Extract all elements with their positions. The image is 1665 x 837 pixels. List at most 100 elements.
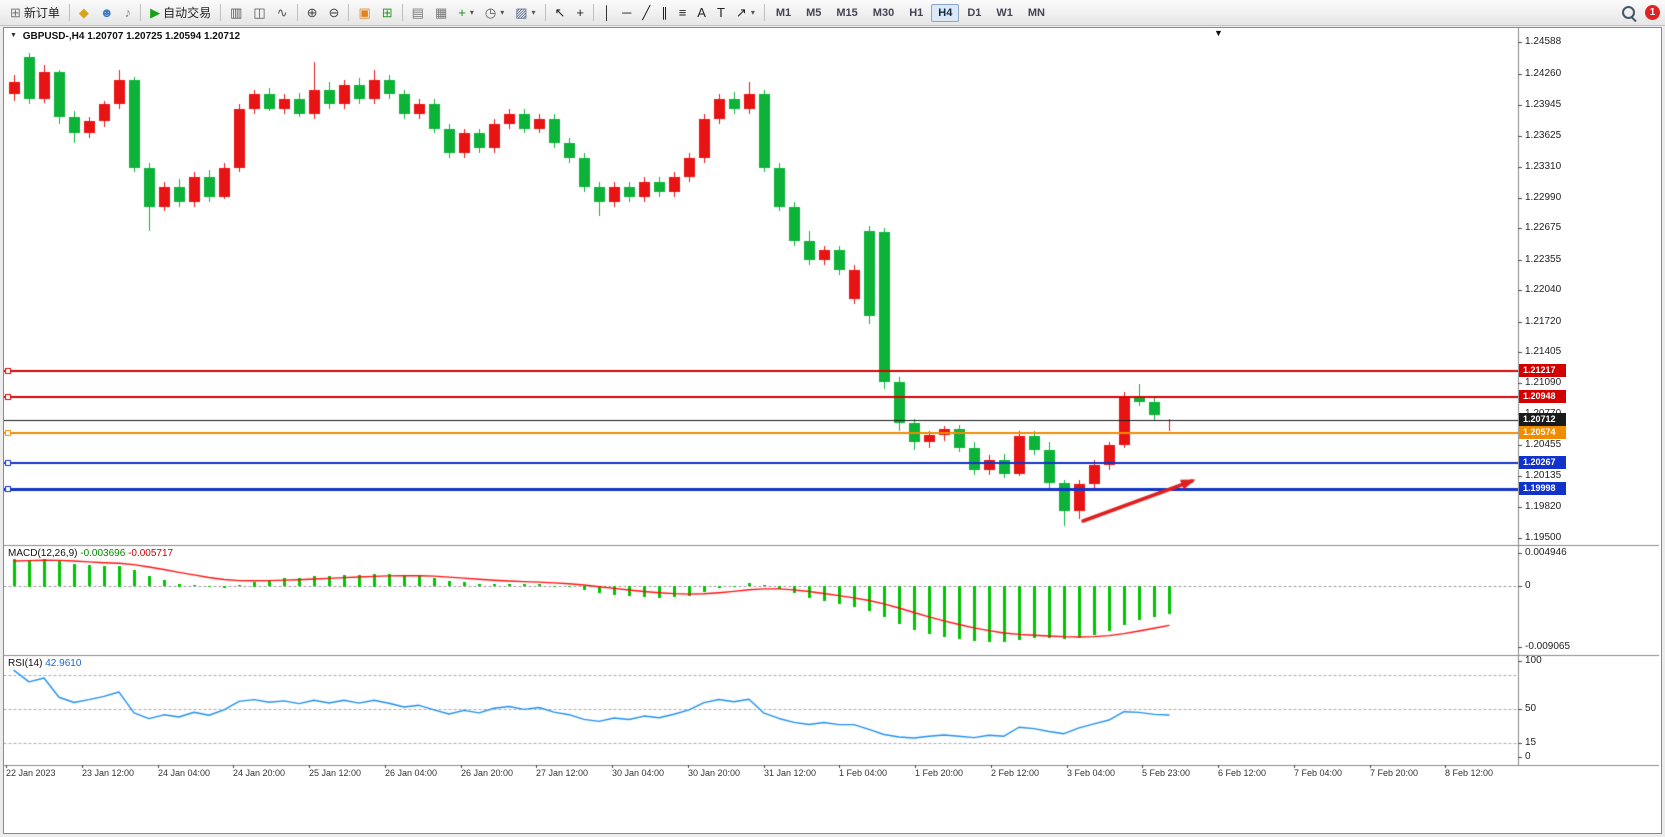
timeframe-h1-button[interactable]: H1: [909, 6, 924, 19]
toolbar-separator: [296, 4, 298, 21]
new-chart-window-button[interactable]: ▣: [353, 1, 375, 24]
chart-title: ▼ GBPUSD-,H4 1.20707 1.20725 1.20594 1.2…: [10, 31, 240, 42]
bar-chart-button[interactable]: ▥: [225, 1, 247, 24]
timeframe-m15-button[interactable]: M15: [836, 6, 858, 19]
price-tag: 1.19998: [1519, 482, 1566, 495]
price-tag: 1.20574: [1519, 426, 1566, 439]
timeframe-mn-button[interactable]: MN: [1027, 6, 1045, 19]
new-order-icon: ⊞: [10, 5, 21, 20]
crosshair-icon: +: [576, 5, 585, 20]
notification-badge[interactable]: 1: [1645, 5, 1660, 20]
macd-axis-label: 0: [1525, 580, 1531, 591]
toolbar-separator: [763, 4, 765, 21]
auto-trading-button[interactable]: ▶ 自动交易: [145, 1, 216, 24]
timeframe-w1-button[interactable]: W1: [996, 6, 1013, 19]
time-axis-label: 30 Jan 20:00: [688, 768, 741, 778]
new-order-label: 新订单: [23, 6, 60, 20]
vertical-line-button[interactable]: │: [598, 1, 616, 24]
chart-canvas[interactable]: [4, 28, 1661, 833]
text-button[interactable]: A: [692, 1, 711, 24]
toolbar: ⊞ 新订单 ◆ ☻ ♪ ▶ 自动交易 ▥ ◫ ∿ ⊕ ⊖ ▣ ⊞ ▤ ▦ + ▾ ◷ ▾ ▨ ▾ ↖ + │ ─ ╱ ∥ ≡ A T ↗ ▾ M1…: [0, 0, 1665, 26]
label-button[interactable]: T: [712, 1, 730, 24]
chart-overlays: 1.24588 1.24260 1.23945 1.23625 1.23310 1.229…: [4, 28, 1661, 833]
trendline-icon: ╱: [642, 5, 651, 20]
new-order-button[interactable]: ⊞ 新订单: [5, 1, 65, 24]
time-axis-label: 31 Jan 12:00: [764, 768, 817, 778]
dropdown-caret-icon: ▾: [750, 8, 755, 17]
price-axis-label: 1.23310: [1525, 161, 1562, 172]
price-axis-label: 1.22040: [1525, 284, 1562, 295]
time-axis-label: 5 Feb 23:00: [1142, 768, 1191, 778]
search-button[interactable]: [1617, 1, 1640, 24]
scroll-to-end-marker: ▼: [1214, 28, 1223, 38]
auto-scroll-button[interactable]: ▦: [430, 1, 452, 24]
time-axis-label: 30 Jan 04:00: [612, 768, 665, 778]
time-axis-label: 25 Jan 12:00: [309, 768, 362, 778]
time-axis-label: 7 Feb 04:00: [1294, 768, 1343, 778]
price-axis-label: 1.19820: [1525, 501, 1562, 512]
macd-name: MACD(12,26,9): [8, 548, 78, 559]
zoom-out-button[interactable]: ⊖: [324, 1, 345, 24]
toolbar-separator: [593, 4, 595, 21]
clock-icon: ◷: [484, 5, 497, 20]
price-tag: 1.21217: [1519, 364, 1566, 377]
candlestick-chart-button[interactable]: ◫: [248, 1, 270, 24]
candlestick-icon: ◫: [253, 5, 266, 20]
chart-symbol-timeframe: GBPUSD-,H4: [22, 31, 85, 42]
window-icon: ▣: [358, 5, 371, 20]
timeframe-m30-button[interactable]: M30: [872, 6, 895, 19]
chart-shift-button[interactable]: ▤: [407, 1, 429, 24]
expert-advisors-button[interactable]: ◆: [74, 1, 94, 24]
tile-windows-icon: ⊞: [381, 5, 393, 20]
dropdown-caret-icon: ▾: [531, 8, 536, 17]
dropdown-caret-icon: ▾: [469, 8, 474, 17]
timeframe-h4-button[interactable]: H4: [931, 3, 960, 22]
rsi-value: 42.9610: [45, 658, 82, 669]
trendline-button[interactable]: ╱: [637, 1, 655, 24]
line-chart-icon: ∿: [276, 5, 288, 20]
alerts-button[interactable]: ♪: [120, 1, 137, 24]
search-icon: [1622, 6, 1635, 19]
price-axis-label: 1.19500: [1525, 532, 1562, 543]
chart-ohlc-values: 1.20707 1.20725 1.20594 1.20712: [87, 31, 241, 42]
time-axis-label: 1 Feb 20:00: [915, 768, 964, 778]
community-button[interactable]: ☻: [95, 1, 119, 24]
play-icon: ▶: [150, 5, 161, 20]
price-tag: 1.20267: [1519, 456, 1566, 469]
horizontal-line-button[interactable]: ─: [617, 1, 636, 24]
time-axis-label: 2 Feb 12:00: [991, 768, 1040, 778]
fibonacci-button[interactable]: ≡: [674, 1, 692, 24]
rsi-axis-label: 15: [1525, 737, 1537, 748]
price-axis-label: 1.21090: [1525, 377, 1562, 388]
zoom-out-icon: ⊖: [328, 5, 340, 20]
crosshair-button[interactable]: +: [571, 1, 589, 24]
periods-button[interactable]: ◷ ▾: [480, 1, 509, 24]
time-axis-label: 22 Jan 2023: [6, 768, 56, 778]
auto-scroll-icon: ▦: [434, 5, 448, 20]
time-axis-label: 1 Feb 04:00: [839, 768, 888, 778]
channel-button[interactable]: ∥: [656, 1, 673, 24]
macd-label: MACD(12,26,9) -0.003696 -0.005717: [8, 548, 173, 559]
price-axis-label: 1.23625: [1525, 130, 1562, 141]
tile-windows-button[interactable]: ⊞: [377, 1, 398, 24]
time-axis-label: 7 Feb 20:00: [1370, 768, 1419, 778]
timeframe-m5-button[interactable]: M5: [806, 6, 822, 19]
zoom-in-button[interactable]: ⊕: [302, 1, 323, 24]
toolbar-separator: [220, 4, 222, 21]
text-icon: A: [697, 5, 706, 20]
add-indicator-button[interactable]: + ▾: [453, 1, 479, 24]
timeframe-d1-button[interactable]: D1: [967, 6, 982, 19]
timeframe-m1-button[interactable]: M1: [775, 6, 792, 19]
macd-axis-label: -0.009065: [1525, 641, 1571, 652]
arrows-button[interactable]: ↗ ▾: [731, 1, 760, 24]
price-axis-label: 1.20135: [1525, 470, 1562, 481]
templates-button[interactable]: ▨ ▾: [510, 1, 540, 24]
vertical-line-icon: │: [603, 5, 612, 20]
price-axis-label: 1.21720: [1525, 316, 1562, 327]
chart-context-icon: ▼: [10, 32, 17, 39]
cursor-button[interactable]: ↖: [550, 1, 571, 24]
time-axis-label: 24 Jan 04:00: [158, 768, 211, 778]
expert-advisors-icon: ◆: [78, 5, 89, 20]
line-chart-button[interactable]: ∿: [272, 1, 293, 24]
